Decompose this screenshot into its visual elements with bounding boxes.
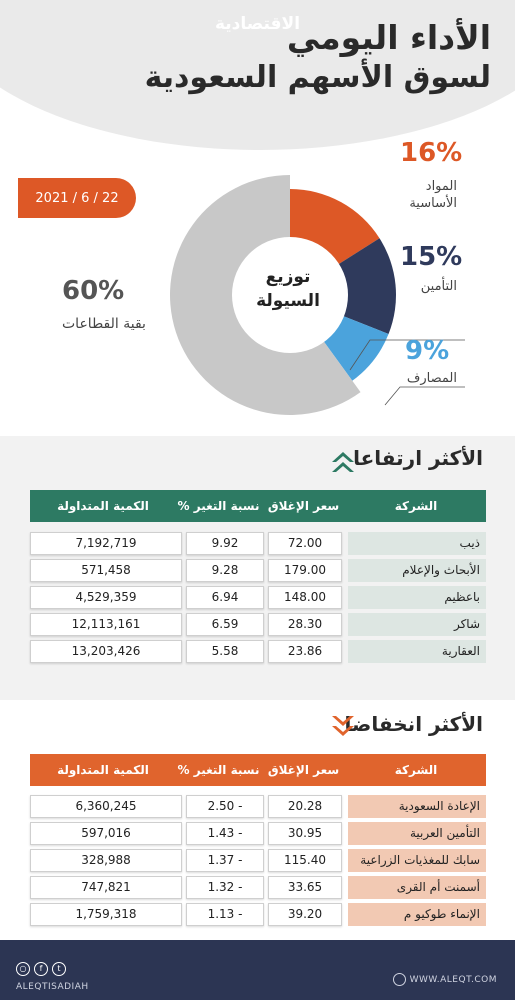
header-change: نسبة التغير % [177, 499, 260, 513]
company-cell: الأبحاث والإعلام [348, 559, 486, 582]
volume-cell: 1,759,318 [30, 903, 182, 926]
header-change: نسبة التغير % [177, 763, 260, 777]
gainers-table-header: الشركة سعر الإغلاق نسبة التغير % الكمية … [30, 490, 486, 522]
header-volume: الكمية المتداولة [57, 499, 149, 513]
volume-cell: 328,988 [30, 849, 182, 872]
close-cell: 33.65 [268, 876, 342, 899]
close-cell: 148.00 [268, 586, 342, 609]
footer [0, 940, 515, 1000]
liquidity-donut [170, 175, 465, 415]
change-cell: 1.13 - [186, 903, 264, 926]
company-cell: الإعادة السعودية [348, 795, 486, 818]
close-cell: 115.40 [268, 849, 342, 872]
company-cell: سابك للمغذيات الزراعية [348, 849, 486, 872]
change-cell: 1.32 - [186, 876, 264, 899]
twitter-icon[interactable]: t [52, 962, 66, 976]
volume-cell: 571,458 [30, 559, 182, 582]
close-cell: 30.95 [268, 822, 342, 845]
materials-label-line1: المواد [425, 179, 457, 194]
change-cell: 1.43 - [186, 822, 264, 845]
change-cell: 6.94 [186, 586, 264, 609]
header-swoosh [0, 0, 515, 150]
volume-cell: 13,203,426 [30, 640, 182, 663]
footer-handle: ALEQTISADIAH [16, 982, 89, 992]
volume-cell: 4,529,359 [30, 586, 182, 609]
close-cell: 179.00 [268, 559, 342, 582]
header-company: الشركة [394, 763, 438, 777]
company-cell: ذيب [348, 532, 486, 555]
change-cell: 1.37 - [186, 849, 264, 872]
company-cell: العقارية [348, 640, 486, 663]
volume-cell: 6,360,245 [30, 795, 182, 818]
leader-line-insurance [384, 386, 465, 406]
close-cell: 39.20 [268, 903, 342, 926]
close-cell: 20.28 [268, 795, 342, 818]
donut-center-label: توزيع السيولة [245, 265, 331, 313]
change-cell: 9.28 [186, 559, 264, 582]
leader-line-materials [349, 339, 465, 371]
website-text: WWW.ALEQT.COM [409, 974, 497, 985]
other-percent: 60% [62, 276, 125, 306]
company-cell: باعظيم [348, 586, 486, 609]
materials-label-line2: الأساسية [409, 196, 457, 211]
header-close: سعر الإغلاق [267, 763, 340, 777]
change-cell: 5.58 [186, 640, 264, 663]
change-cell: 6.59 [186, 613, 264, 636]
change-cell: 9.92 [186, 532, 264, 555]
donut-hole [232, 237, 348, 353]
company-cell: الإنماء طوكيو م [348, 903, 486, 926]
close-cell: 72.00 [268, 532, 342, 555]
company-cell: أسمنت أم القرى [348, 876, 486, 899]
volume-cell: 12,113,161 [30, 613, 182, 636]
company-cell: شاكر [348, 613, 486, 636]
arrow-down-icon [332, 716, 354, 736]
volume-cell: 7,192,719 [30, 532, 182, 555]
globe-icon [392, 973, 406, 986]
gainers-title: الأكثر ارتفاعا [353, 446, 483, 470]
arrow-up-icon [332, 452, 354, 472]
losers-table-header: الشركة سعر الإغلاق نسبة التغير % الكمية … [30, 754, 486, 786]
close-cell: 23.86 [268, 640, 342, 663]
date-badge: 2021 / 6 / 22 [18, 178, 136, 218]
center-label-line1: توزيع [265, 267, 311, 287]
other-label: بقية القطاعات [62, 316, 146, 332]
social-links: ○ f t [16, 962, 66, 978]
company-cell: التأمين العربية [348, 822, 486, 845]
instagram-icon[interactable]: ○ [16, 962, 30, 976]
materials-percent: 16% [400, 138, 463, 168]
losers-title: الأكثر انخفاضا [344, 712, 483, 736]
banks-percent: 9% [405, 336, 450, 366]
losers-section [0, 700, 515, 940]
banks-label: المصارف [406, 371, 457, 386]
insurance-label: التأمين [420, 279, 457, 294]
volume-cell: 597,016 [30, 822, 182, 845]
volume-cell: 747,821 [30, 876, 182, 899]
header-close: سعر الإغلاق [267, 499, 340, 513]
header-volume: الكمية المتداولة [57, 763, 149, 777]
page-subtitle: لسوق الأسهم السعودية [144, 60, 491, 95]
center-label-line2: السيولة [256, 291, 320, 311]
header-company: الشركة [394, 499, 438, 513]
insurance-percent: 15% [400, 242, 463, 272]
footer-logo: الاقتصادية [214, 14, 301, 34]
close-cell: 28.30 [268, 613, 342, 636]
change-cell: 2.50 - [186, 795, 264, 818]
footer-website[interactable]: WWW.ALEQT.COM [392, 973, 497, 986]
materials-label: المواد الأساسية [409, 178, 457, 212]
page-title: الأداء اليومي [286, 18, 491, 57]
facebook-icon[interactable]: f [34, 962, 48, 976]
